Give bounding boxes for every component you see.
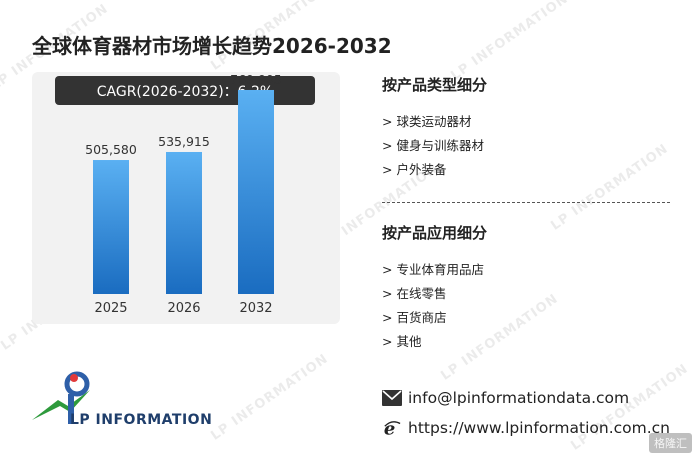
product-type-list: > 球类运动器材 > 健身与训练器材 > 户外装备 — [382, 110, 484, 182]
category-label: 2025 — [94, 301, 127, 316]
corner-badge: 格隆汇 — [649, 433, 692, 453]
email-link[interactable]: info@lpinformationdata.com — [408, 389, 630, 407]
ie-browser-icon: e — [384, 419, 401, 437]
product-type-item: > 健身与训练器材 — [382, 138, 484, 153]
page-title: 全球体育器材市场增长趋势2026-2032 — [32, 34, 392, 58]
watermark-text: LP INFORMATION — [448, 0, 572, 84]
application-item: > 其他 — [382, 334, 422, 349]
application-item: > 专业体育用品店 — [382, 262, 484, 277]
watermark-text: LP INFORMATION — [208, 351, 332, 444]
bar-value-label: 769,905 — [230, 72, 282, 87]
svg-text:e: e — [384, 419, 395, 437]
application-item: > 百货商店 — [382, 310, 447, 325]
bar-value-label: 505,580 — [85, 142, 137, 157]
bar-value-label: 535,915 — [158, 134, 210, 149]
website-link[interactable]: https://www.lpinformation.com.cn — [408, 419, 671, 437]
contact-website: e https://www.lpinformation.com.cn — [382, 419, 670, 437]
bar-chart: 505,580 2025 535,915 2026 769,905 2032 — [85, 72, 282, 316]
bar-2025 — [93, 160, 129, 294]
envelope-icon — [382, 390, 402, 406]
logo-text: LP INFORMATION — [70, 412, 213, 428]
application-title: 按产品应用细分 — [382, 224, 488, 242]
bar-2026 — [166, 151, 202, 294]
application-list: > 专业体育用品店 > 在线零售 > 百货商店 > 其他 — [382, 258, 484, 354]
contact-email: info@lpinformationdata.com — [382, 389, 629, 407]
bar-2032 — [238, 89, 274, 294]
product-type-title: 按产品类型细分 — [382, 76, 488, 94]
lp-logo-icon — [32, 371, 90, 424]
category-label: 2026 — [167, 301, 200, 316]
category-label: 2032 — [239, 301, 272, 316]
product-type-item: > 户外装备 — [382, 162, 447, 177]
application-item: > 在线零售 — [382, 286, 447, 301]
section-divider — [382, 202, 670, 203]
product-type-item: > 球类运动器材 — [382, 114, 472, 129]
watermark-text: LP INFORMATION — [548, 141, 672, 234]
